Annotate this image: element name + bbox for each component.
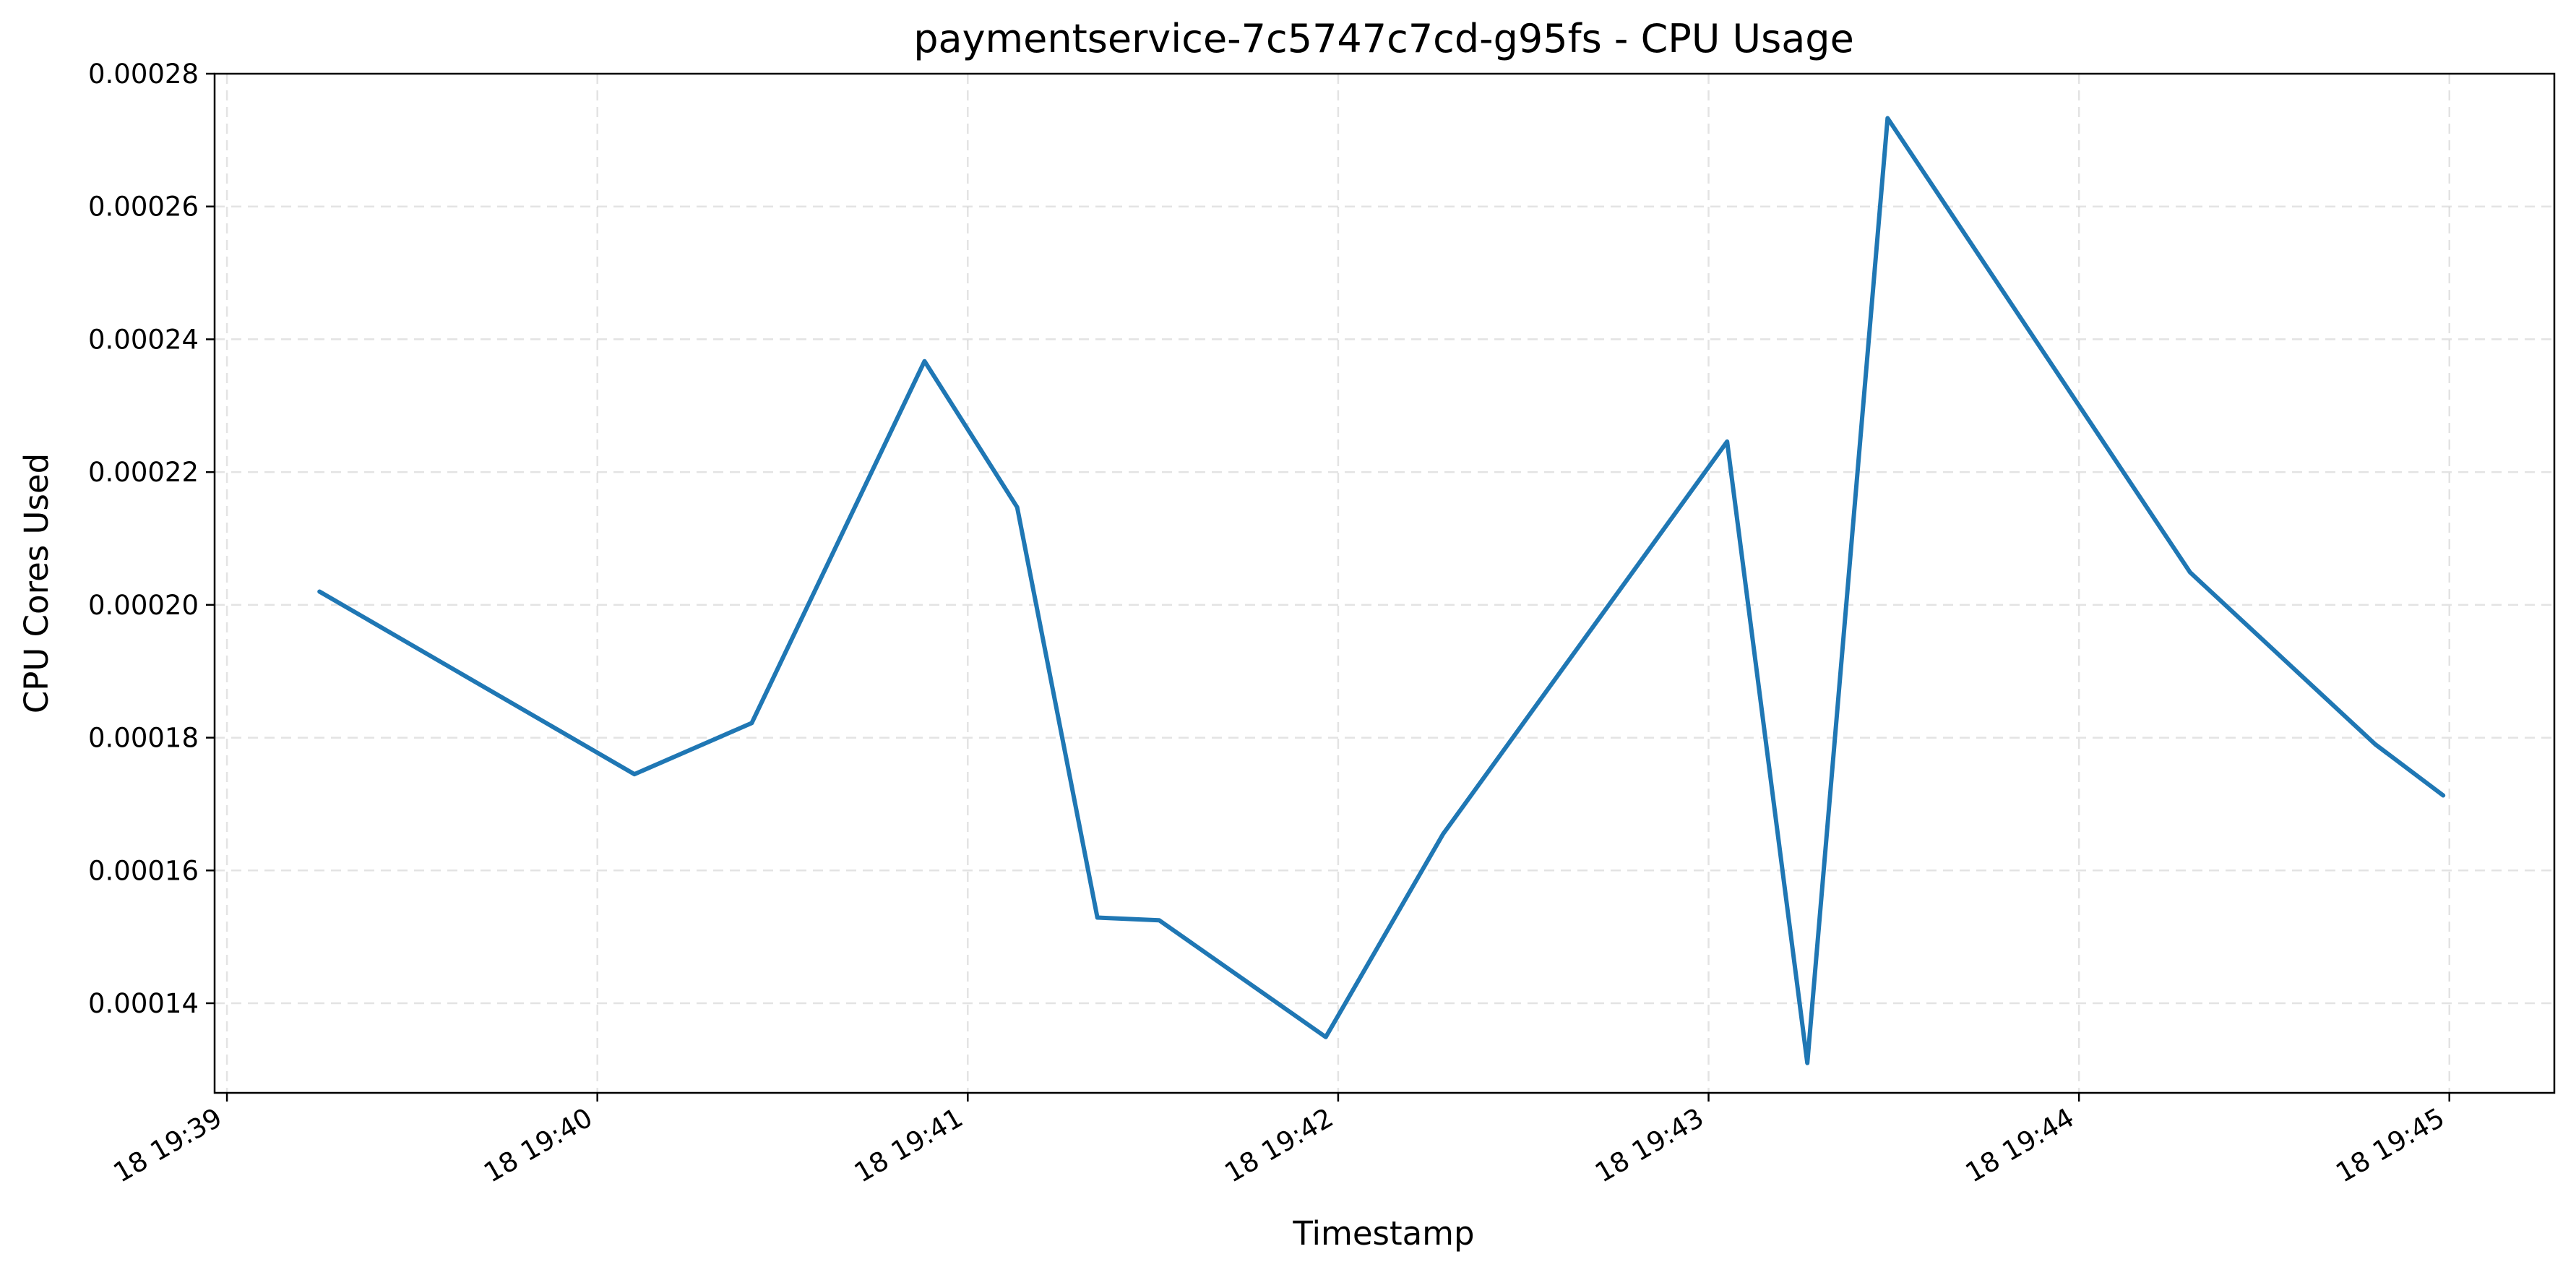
line-layer	[317, 116, 2446, 1065]
chart-title: paymentservice-7c5747c7cd-g95fs - CPU Us…	[913, 16, 1854, 61]
cpu-usage-line	[317, 116, 2446, 1065]
x-tick-label: 18 19:41	[849, 1102, 968, 1189]
y-tick-label: 0.00024	[88, 324, 199, 355]
x-tick-label: 18 19:44	[1960, 1102, 2080, 1189]
x-tick-label: 18 19:43	[1590, 1102, 1709, 1189]
y-tick-label: 0.00028	[88, 59, 199, 90]
x-tick-label: 18 19:45	[2330, 1102, 2450, 1189]
x-axis: 18 19:39 18 19:40 18 19:41 18 19:42 18 19:43…	[108, 1093, 2451, 1189]
y-tick-label: 0.00020	[88, 590, 199, 621]
y-tick-label: 0.00026	[88, 192, 199, 223]
y-tick-label: 0.00018	[88, 723, 199, 754]
x-axis-label: Timestamp	[1292, 1214, 1474, 1253]
y-axis: 0.00014 0.00016 0.00018 0.00020 0.00022 0.000…	[88, 59, 215, 1019]
x-tick-label: 18 19:42	[1220, 1102, 1339, 1189]
x-tick-label: 18 19:40	[478, 1102, 598, 1189]
grid-layer	[215, 74, 2554, 1093]
y-tick-label: 0.00014	[88, 988, 199, 1019]
y-tick-label: 0.00022	[88, 457, 199, 488]
y-tick-label: 0.00016	[88, 855, 199, 886]
x-tick-label: 18 19:39	[108, 1102, 228, 1189]
plot-frame	[213, 72, 2556, 1094]
y-axis-label: CPU Cores Used	[17, 453, 56, 713]
